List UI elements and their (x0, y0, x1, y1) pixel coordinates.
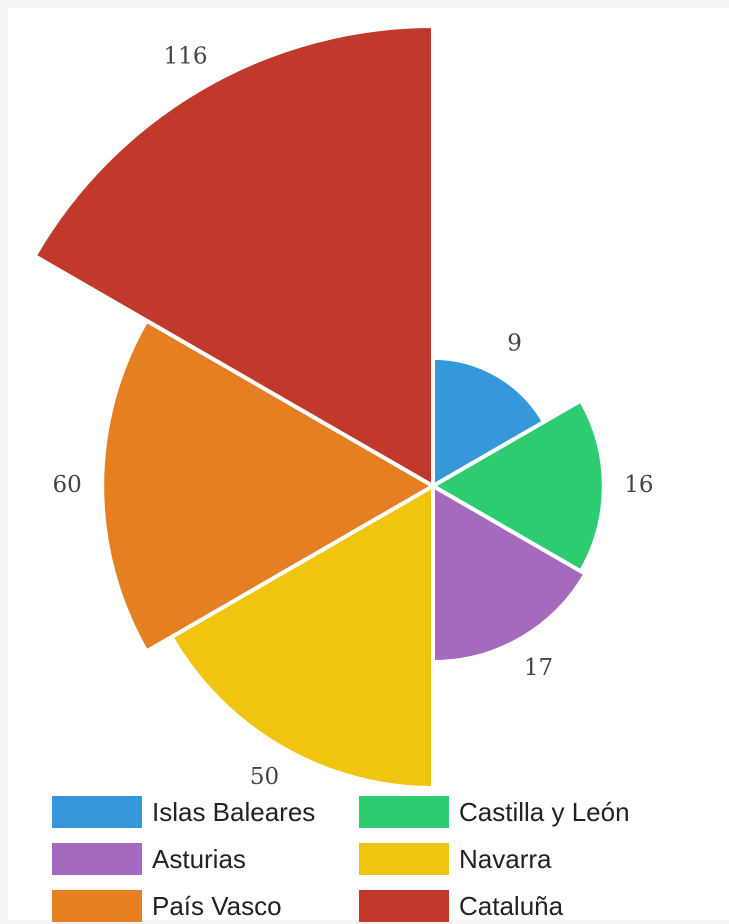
legend-label: Castilla y León (459, 796, 630, 827)
polar-area-chart: 9 16 17 50 60 116 (32, 24, 653, 788)
legend-item-navarra[interactable]: Navarra (359, 841, 666, 877)
slice-navarra[interactable] (169, 484, 435, 788)
slice-asturias[interactable] (431, 484, 588, 665)
value-label-navarra: 50 (250, 764, 279, 788)
chart-legend: Islas Baleares Castilla y León Asturias Nav… (52, 794, 692, 924)
slice-pais-vasco[interactable] (100, 318, 435, 654)
legend-item-asturias[interactable]: Asturias (52, 841, 359, 877)
legend-label: Asturias (152, 843, 246, 874)
legend-label: Islas Baleares (152, 796, 316, 827)
legend-item-castilla-y-leon[interactable]: Castilla y León (359, 794, 666, 830)
legend-item-pais-vasco[interactable]: País Vasco (52, 888, 359, 924)
value-label-castilla-y-leon: 16 (624, 472, 653, 498)
legend-swatch (52, 890, 142, 922)
legend-swatch (359, 890, 449, 922)
value-label-cataluna: 116 (164, 43, 208, 69)
slice-islas-baleares[interactable] (431, 355, 546, 488)
legend-item-islas-baleares[interactable]: Islas Baleares (52, 794, 359, 830)
value-label-asturias: 17 (524, 655, 553, 681)
chart-card: 9 16 17 50 60 116 Islas Baleares Castilla y Le… (8, 8, 729, 922)
value-label-pais-vasco: 60 (53, 472, 82, 498)
slice-cataluna[interactable] (32, 24, 435, 488)
legend-swatch (359, 796, 449, 828)
legend-swatch (52, 843, 142, 875)
legend-swatch (52, 796, 142, 828)
legend-label: País Vasco (152, 890, 282, 921)
legend-swatch (359, 843, 449, 875)
slice-castilla-y-leon[interactable] (431, 398, 606, 574)
legend-label: Cataluña (459, 890, 564, 921)
legend-label: Navarra (459, 843, 552, 874)
legend-item-cataluna[interactable]: Cataluña (359, 888, 666, 924)
value-label-islas-baleares: 9 (507, 331, 522, 357)
